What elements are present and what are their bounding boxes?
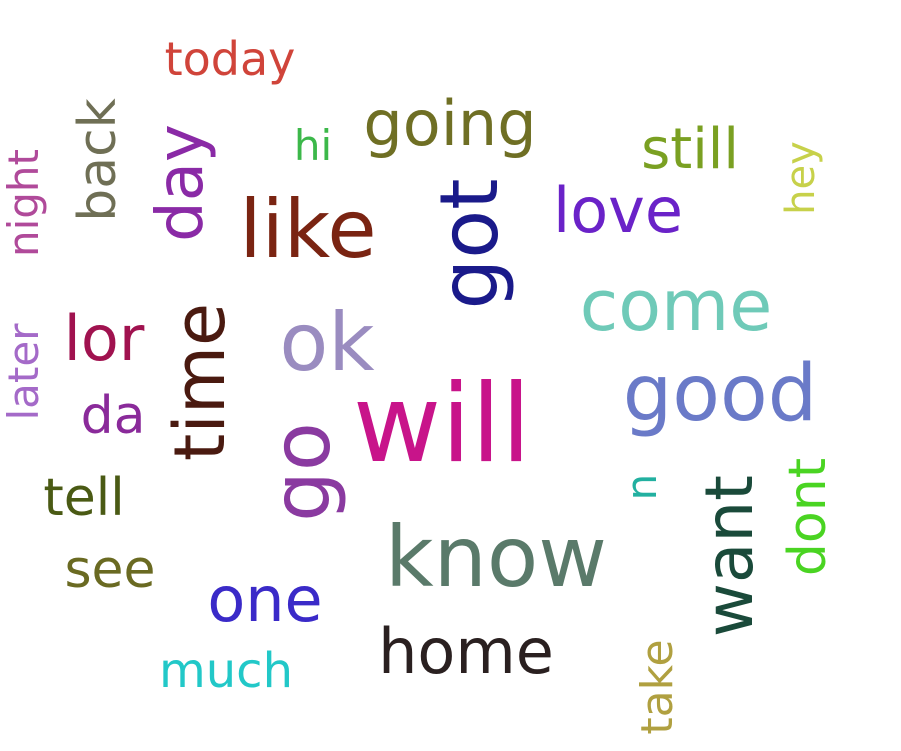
word-see: see bbox=[64, 540, 156, 600]
word-night: night bbox=[0, 148, 48, 258]
word-come: come bbox=[579, 265, 773, 347]
word-home: home bbox=[378, 615, 554, 688]
word-time: time bbox=[159, 302, 241, 462]
word-ok: ok bbox=[279, 296, 375, 389]
word-day: day bbox=[144, 124, 218, 242]
word-back: back bbox=[68, 98, 128, 222]
word-dont: dont bbox=[778, 457, 838, 577]
word-like: like bbox=[239, 183, 377, 276]
word-love: love bbox=[553, 174, 683, 247]
word-know: know bbox=[385, 508, 607, 606]
word-much: much bbox=[159, 643, 293, 699]
word-go: go bbox=[255, 422, 348, 522]
word-still: still bbox=[641, 117, 739, 182]
word-got: got bbox=[423, 178, 516, 310]
word-da: da bbox=[80, 386, 146, 446]
word-tell: tell bbox=[43, 468, 125, 528]
word-lor: lor bbox=[63, 302, 145, 375]
word-later: later bbox=[0, 323, 48, 421]
word-today: today bbox=[164, 32, 296, 86]
word-want: want bbox=[691, 474, 768, 638]
word-one: one bbox=[207, 563, 323, 636]
word-will: will bbox=[352, 362, 532, 487]
word-going: going bbox=[363, 87, 537, 160]
word-n: n bbox=[617, 473, 666, 501]
word-good: good bbox=[622, 349, 818, 439]
word-hi: hi bbox=[293, 121, 333, 170]
word-take: take bbox=[632, 639, 683, 735]
word-hey: hey bbox=[778, 141, 824, 215]
